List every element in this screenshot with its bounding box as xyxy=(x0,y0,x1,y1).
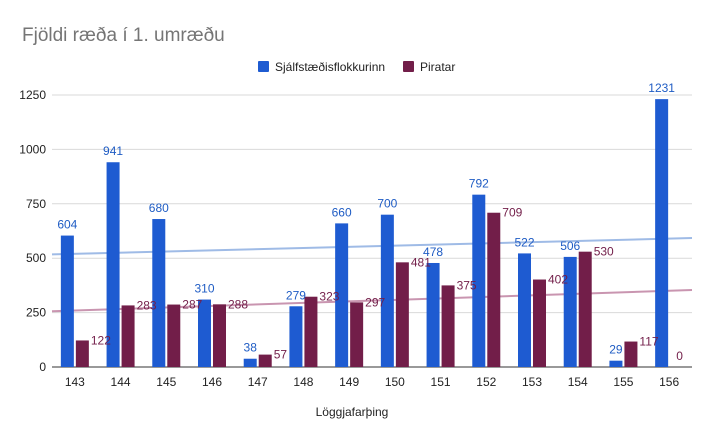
bar-piratar-143 xyxy=(75,340,89,367)
bar-piratar-145 xyxy=(167,304,181,367)
chart-title: Fjöldi ræða í 1. umræðu xyxy=(22,25,225,46)
x-tick-label: 148 xyxy=(293,375,313,389)
bar-piratar-144 xyxy=(121,305,135,367)
bar-sjalfstaedisflokkurinn-147 xyxy=(243,358,257,367)
data-label-sjalfstaedisflokkurinn: 478 xyxy=(423,245,443,259)
x-tick-label: 150 xyxy=(385,375,405,389)
x-tick-label: 153 xyxy=(522,375,542,389)
data-label-sjalfstaedisflokkurinn: 38 xyxy=(244,341,258,355)
data-label-piratar: 297 xyxy=(365,295,385,309)
data-label-sjalfstaedisflokkurinn: 310 xyxy=(194,282,214,296)
y-tick-label: 1000 xyxy=(19,142,46,156)
bar-piratar-152 xyxy=(487,212,501,367)
data-label-piratar: 323 xyxy=(319,290,339,304)
bar-piratar-148 xyxy=(304,296,318,367)
data-label-sjalfstaedisflokkurinn: 29 xyxy=(609,343,623,357)
bar-sjalfstaedisflokkurinn-144 xyxy=(106,162,120,367)
data-label-piratar: 0 xyxy=(676,349,683,363)
bar-sjalfstaedisflokkurinn-149 xyxy=(335,223,349,367)
data-label-sjalfstaedisflokkurinn: 604 xyxy=(57,218,77,232)
x-tick-label: 143 xyxy=(65,375,85,389)
x-tick-label: 146 xyxy=(202,375,222,389)
bar-piratar-149 xyxy=(350,302,364,367)
data-label-sjalfstaedisflokkurinn: 660 xyxy=(332,205,352,219)
bar-sjalfstaedisflokkurinn-146 xyxy=(198,299,211,367)
x-tick-label: 144 xyxy=(111,375,131,389)
bars xyxy=(60,99,669,367)
data-label-piratar: 283 xyxy=(137,298,157,312)
bar-piratar-154 xyxy=(578,251,592,367)
x-axis-ticks: 143 144 145 146 147 148 149 150 151 152 153 154 155 1… xyxy=(65,375,680,389)
data-label-piratar: 375 xyxy=(457,278,477,292)
data-label-piratar: 288 xyxy=(228,297,248,311)
bar-piratar-147 xyxy=(258,354,272,367)
data-label-piratar: 57 xyxy=(274,348,288,362)
bar-piratar-150 xyxy=(395,262,409,367)
data-label-piratar: 287 xyxy=(182,298,202,312)
x-tick-label: 152 xyxy=(476,375,496,389)
y-tick-label: 250 xyxy=(26,306,46,320)
data-label-sjalfstaedisflokkurinn: 700 xyxy=(377,197,397,211)
x-tick-label: 145 xyxy=(156,375,176,389)
x-tick-label: 149 xyxy=(339,375,359,389)
bar-piratar-155 xyxy=(624,341,638,367)
x-axis-label: Löggjafarþing xyxy=(316,405,389,419)
data-label-sjalfstaedisflokkurinn: 792 xyxy=(469,177,489,191)
x-tick-label: 147 xyxy=(248,375,268,389)
legend-label-sjalfstaedisflokkurinn: Sjálfstæðisflokkurinn xyxy=(275,60,385,74)
data-label-piratar: 122 xyxy=(91,333,111,347)
data-label-piratar: 402 xyxy=(548,273,568,287)
bar-sjalfstaedisflokkurinn-150 xyxy=(380,214,394,367)
legend-swatch-piratar xyxy=(403,61,414,72)
bar-piratar-151 xyxy=(441,285,455,367)
data-label-piratar: 530 xyxy=(594,245,614,259)
y-tick-label: 1250 xyxy=(19,88,46,102)
bar-sjalfstaedisflokkurinn-143 xyxy=(60,235,74,367)
bar-sjalfstaedisflokkurinn-155 xyxy=(609,360,623,367)
y-axis-ticks: 0 250 500 750 1000 1250 xyxy=(19,88,46,374)
y-tick-label: 0 xyxy=(39,360,46,374)
bar-sjalfstaedisflokkurinn-153 xyxy=(518,253,531,367)
bar-piratar-146 xyxy=(213,304,226,367)
x-tick-label: 151 xyxy=(431,375,451,389)
data-label-sjalfstaedisflokkurinn: 680 xyxy=(149,201,169,215)
y-tick-label: 750 xyxy=(26,197,46,211)
legend: Sjálfstæðisflokkurinn Piratar xyxy=(258,60,455,74)
data-label-sjalfstaedisflokkurinn: 506 xyxy=(560,239,580,253)
data-label-piratar: 481 xyxy=(411,255,431,269)
data-label-piratar: 117 xyxy=(639,335,658,349)
data-label-piratar: 709 xyxy=(502,206,522,220)
data-labels: 604 941 680 310 38 279 660 700 478 792 522 506 29 123… xyxy=(57,81,683,363)
gridlines xyxy=(52,94,692,368)
x-tick-label: 156 xyxy=(659,375,679,389)
data-label-sjalfstaedisflokkurinn: 279 xyxy=(286,288,306,302)
data-label-sjalfstaedisflokkurinn: 941 xyxy=(103,144,123,158)
data-label-sjalfstaedisflokkurinn: 522 xyxy=(514,235,534,249)
y-tick-label: 500 xyxy=(26,251,46,265)
bar-sjalfstaedisflokkurinn-152 xyxy=(472,194,486,367)
legend-swatch-sjalfstaedisflokkurinn xyxy=(258,61,269,72)
legend-label-piratar: Piratar xyxy=(420,60,455,74)
x-tick-label: 155 xyxy=(613,375,633,389)
bar-sjalfstaedisflokkurinn-156 xyxy=(655,99,669,367)
bar-sjalfstaedisflokkurinn-148 xyxy=(289,306,303,367)
bar-sjalfstaedisflokkurinn-145 xyxy=(152,219,166,367)
bar-sjalfstaedisflokkurinn-151 xyxy=(426,262,440,367)
bar-piratar-153 xyxy=(533,279,546,367)
bar-sjalfstaedisflokkurinn-154 xyxy=(563,256,577,367)
data-label-sjalfstaedisflokkurinn: 1231 xyxy=(648,81,675,95)
x-tick-label: 154 xyxy=(568,375,588,389)
